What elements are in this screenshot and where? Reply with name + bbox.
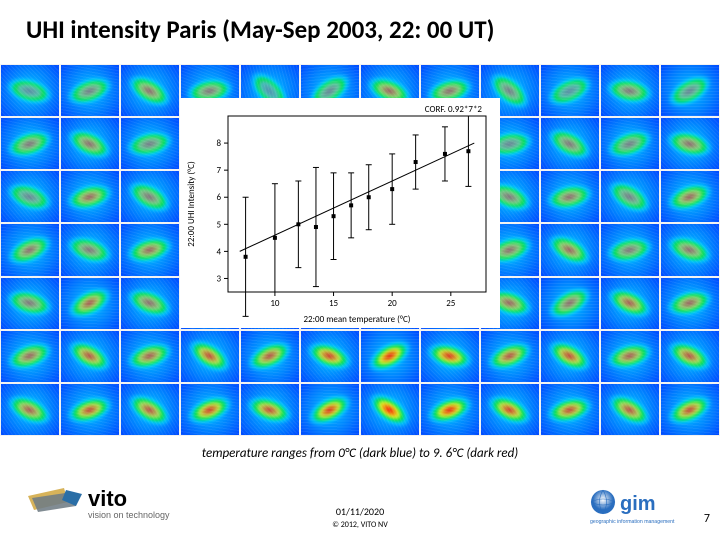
svg-text:22:00 UHI Intensity (°C): 22:00 UHI Intensity (°C) — [186, 161, 197, 247]
svg-text:15: 15 — [329, 298, 339, 309]
thermal-tile — [60, 117, 120, 170]
svg-text:25: 25 — [446, 298, 456, 309]
thermal-tile — [120, 223, 180, 276]
footer: vito vision on technology gim geographic… — [0, 472, 720, 540]
thermal-tile — [60, 64, 120, 117]
svg-text:8: 8 — [216, 138, 221, 149]
thermal-tile — [60, 277, 120, 330]
thermal-tile — [600, 330, 660, 383]
thermal-tile — [600, 170, 660, 223]
thermal-tile — [540, 117, 600, 170]
thermal-tile — [60, 330, 120, 383]
svg-text:3: 3 — [216, 273, 221, 284]
thermal-tile — [60, 223, 120, 276]
thermal-tile — [420, 330, 480, 383]
thermal-tile — [120, 330, 180, 383]
svg-text:10: 10 — [270, 298, 280, 309]
thermal-tile — [660, 330, 720, 383]
scatter-chart: 10 15 20 25 3 4 5 6 7 8 22:00 mean temperature (°C… — [180, 98, 500, 328]
thermal-tile — [540, 64, 600, 117]
svg-text:4: 4 — [216, 246, 221, 257]
thermal-tile — [660, 383, 720, 436]
thermal-tile — [0, 64, 60, 117]
thermal-tile — [540, 170, 600, 223]
thermal-tile — [120, 277, 180, 330]
thermal-tile — [600, 383, 660, 436]
thermal-tile — [540, 223, 600, 276]
svg-text:CORF. 0.92*7*2: CORF. 0.92*7*2 — [425, 104, 483, 115]
caption-text: temperature ranges from 0°C (dark blue) … — [0, 446, 720, 461]
thermal-tile — [0, 330, 60, 383]
thermal-tile — [660, 64, 720, 117]
thermal-tile — [420, 383, 480, 436]
thermal-tile — [360, 330, 420, 383]
thermal-tile — [0, 223, 60, 276]
thermal-tile — [120, 117, 180, 170]
thermal-tile — [300, 383, 360, 436]
thermal-tile — [0, 277, 60, 330]
thermal-tile — [360, 383, 420, 436]
thermal-tile — [60, 383, 120, 436]
thermal-tile — [0, 383, 60, 436]
thermal-tile — [600, 223, 660, 276]
thermal-tile — [540, 330, 600, 383]
thermal-tile — [480, 330, 540, 383]
thermal-tile — [120, 383, 180, 436]
thermal-tile — [660, 170, 720, 223]
thermal-tile — [660, 223, 720, 276]
thermal-tile — [240, 330, 300, 383]
page-number: 7 — [704, 512, 710, 526]
svg-text:20: 20 — [388, 298, 398, 309]
thermal-tile — [600, 64, 660, 117]
thermal-tile — [600, 277, 660, 330]
thermal-tile — [600, 117, 660, 170]
thermal-tile — [180, 330, 240, 383]
svg-text:7: 7 — [216, 165, 221, 176]
page-title: UHI intensity Paris (May-Sep 2003, 22: 0… — [26, 14, 494, 45]
thermal-tile — [540, 277, 600, 330]
thermal-tile — [120, 64, 180, 117]
thermal-tile — [120, 170, 180, 223]
footer-copyright: © 2012, VITO NV — [0, 520, 720, 530]
thermal-tile — [0, 170, 60, 223]
thermal-tile — [540, 383, 600, 436]
thermal-tile — [480, 383, 540, 436]
footer-date: 01/11/2020 — [0, 505, 720, 518]
thermal-tile — [180, 383, 240, 436]
svg-text:5: 5 — [216, 219, 221, 230]
thermal-tile — [60, 170, 120, 223]
thermal-tile — [660, 277, 720, 330]
thermal-tile — [240, 383, 300, 436]
thermal-tile — [660, 117, 720, 170]
svg-text:22:00 mean temperature (°C): 22:00 mean temperature (°C) — [304, 314, 411, 325]
thermal-tile — [300, 330, 360, 383]
chart-svg: 10 15 20 25 3 4 5 6 7 8 22:00 mean temperature (°C… — [180, 98, 500, 328]
svg-text:6: 6 — [216, 192, 221, 203]
thermal-tile — [0, 117, 60, 170]
